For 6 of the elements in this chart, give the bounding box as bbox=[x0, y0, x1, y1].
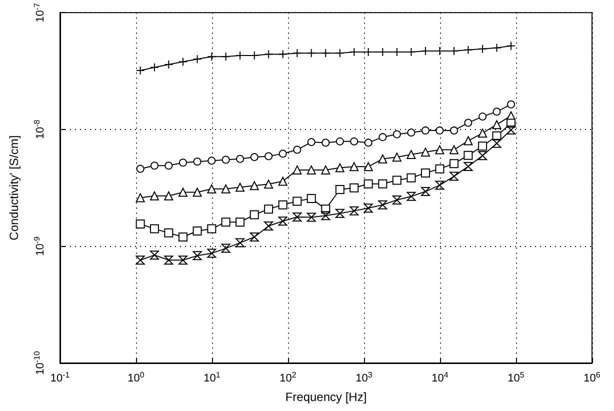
y-axis-title: Conductivity' [S/cm] bbox=[7, 135, 21, 240]
y-tick-label: 10-8 bbox=[32, 119, 46, 140]
y-tick-label: 10-9 bbox=[32, 236, 46, 256]
y-tick-label: 10-7 bbox=[32, 2, 46, 22]
y-tick-label: 10-10 bbox=[32, 350, 46, 375]
x-axis-title: Frequency [Hz] bbox=[285, 390, 367, 404]
